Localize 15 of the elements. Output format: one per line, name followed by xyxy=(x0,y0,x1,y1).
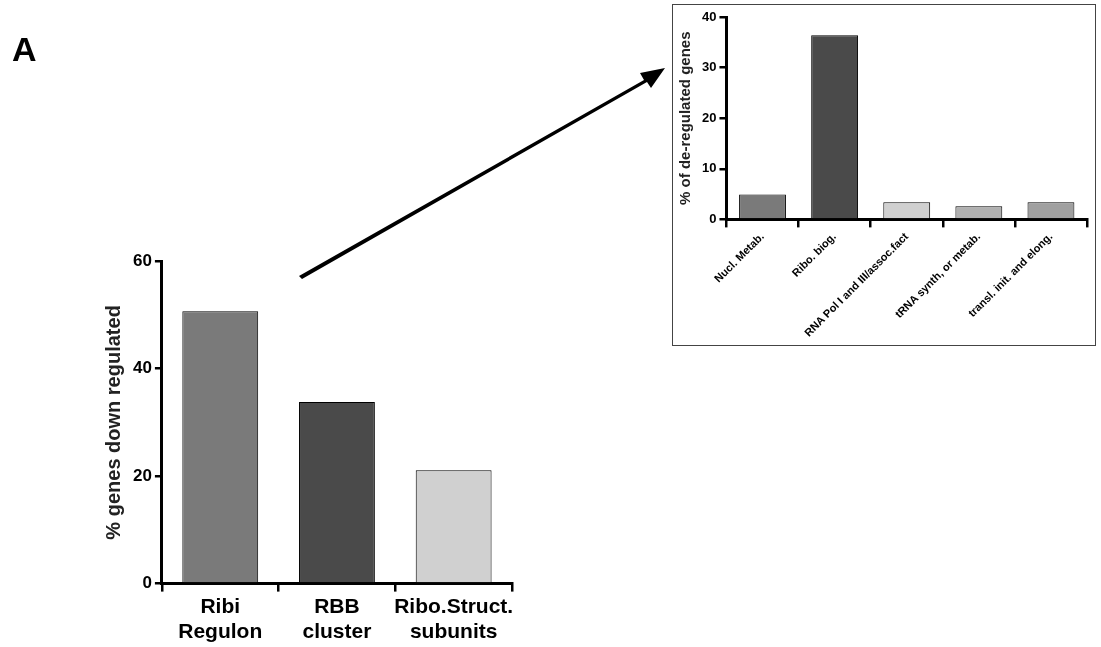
x-tick-label: Ribi Regulon xyxy=(178,594,263,643)
y-axis-title: % genes down regulated xyxy=(101,305,124,540)
text: A xyxy=(12,30,37,69)
y-tick-label: 40 xyxy=(132,358,152,378)
y-tick-label: 10 xyxy=(701,160,717,176)
y-tick-label: 60 xyxy=(132,250,152,270)
x-tick-label: Ribo.Struct. subunits xyxy=(394,594,514,643)
y-tick-label: 0 xyxy=(709,210,717,226)
y-tick-label: 0 xyxy=(142,573,152,593)
y-tick-label: 40 xyxy=(701,8,717,24)
y-tick-label: 20 xyxy=(701,109,717,125)
y-tick-label: 20 xyxy=(132,465,152,485)
y-axis-title: % of de-regulated genes xyxy=(676,31,694,205)
y-tick-label: 30 xyxy=(701,59,717,75)
x-tick-label: RBB cluster xyxy=(302,594,372,643)
